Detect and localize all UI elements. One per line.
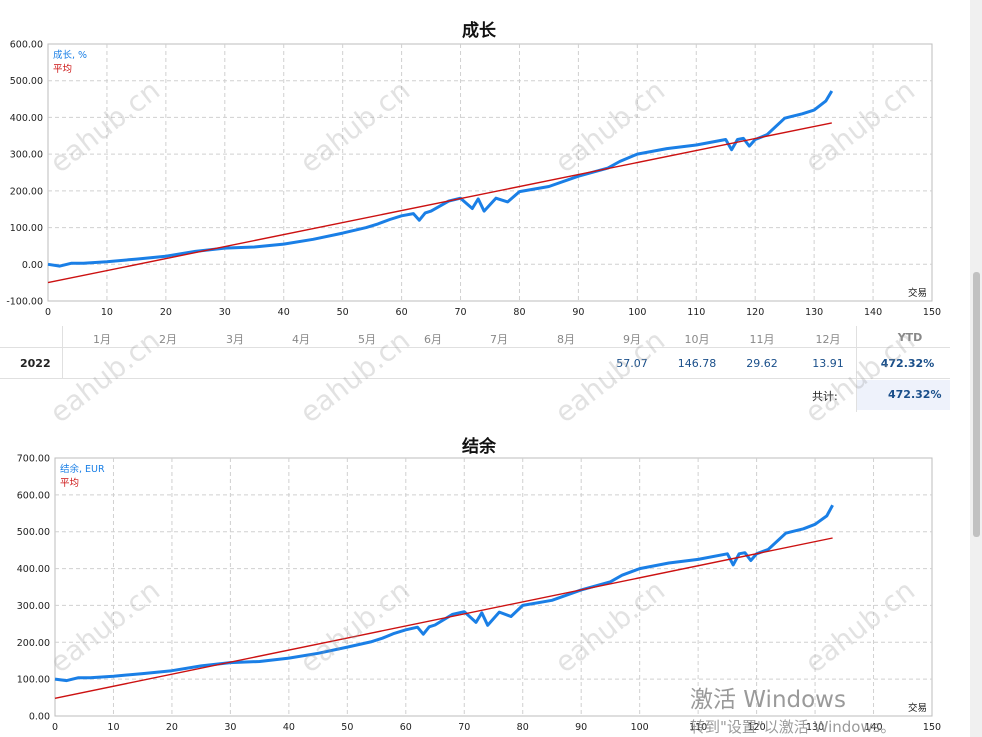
x-tick-label: 120 <box>746 307 764 318</box>
month-header: 4月 <box>292 333 310 346</box>
x-tick-label: 110 <box>689 722 707 732</box>
series-line-main <box>47 90 834 268</box>
x-tick-label: 50 <box>337 307 349 318</box>
x-tick-label: 90 <box>575 722 587 732</box>
x-tick-label: 40 <box>283 722 295 732</box>
ytd-header: YTD <box>897 331 923 344</box>
plot-area <box>47 43 933 302</box>
x-tick-label: 120 <box>748 722 766 732</box>
x-tick-label: 150 <box>923 307 941 318</box>
y-tick-label: 700.00 <box>17 454 50 465</box>
x-tick-label: 60 <box>396 307 408 318</box>
legend-entry: 结余, EUR <box>60 463 105 475</box>
table-divider <box>62 326 63 378</box>
month-header: 9月 <box>623 333 641 346</box>
x-tick-label: 130 <box>806 722 824 732</box>
x-tick-label: 10 <box>101 307 113 318</box>
month-header: 2月 <box>159 333 177 346</box>
x-tick-label: 20 <box>166 722 178 732</box>
y-tick-label: 200.00 <box>17 638 50 649</box>
series-line-average <box>47 122 832 284</box>
y-tick-label: 400.00 <box>10 113 43 124</box>
month-value: 146.78 <box>677 357 717 370</box>
month-header: 6月 <box>424 333 442 346</box>
y-tick-label: 200.00 <box>10 186 43 197</box>
x-tick-label: 140 <box>864 722 882 732</box>
x-tick-label: 70 <box>454 307 466 318</box>
scrollbar-thumb[interactable] <box>973 272 980 537</box>
x-tick-label: 150 <box>923 722 941 732</box>
y-tick-label: 100.00 <box>10 223 43 234</box>
total-value: 472.32% <box>888 388 942 401</box>
ytd-value: 472.32% <box>880 357 935 370</box>
x-tick-label: 110 <box>687 307 705 318</box>
growth-chart-title: 成长 <box>462 21 496 41</box>
legend-entry: 平均 <box>53 63 72 75</box>
month-header: 8月 <box>557 333 575 346</box>
month-header: 1月 <box>93 333 111 346</box>
x-axis-label: 交易 <box>908 287 927 299</box>
y-tick-label: 600.00 <box>10 40 43 51</box>
x-tick-label: 70 <box>458 722 470 732</box>
y-tick-label: 500.00 <box>17 527 50 538</box>
month-header: 11月 <box>749 333 775 346</box>
month-value: 13.91 <box>812 357 844 370</box>
month-header: 7月 <box>490 333 508 346</box>
series-line-average <box>54 537 833 699</box>
x-tick-label: 0 <box>52 722 58 732</box>
legend-entry: 平均 <box>60 477 79 489</box>
y-tick-label: 600.00 <box>17 490 50 501</box>
plot-area <box>54 457 933 717</box>
y-tick-label: 0.00 <box>22 260 43 271</box>
x-tick-label: 90 <box>572 307 584 318</box>
x-axis-label: 交易 <box>908 702 927 714</box>
table-divider <box>0 378 950 379</box>
y-tick-label: -100.00 <box>6 297 43 308</box>
x-tick-label: 140 <box>864 307 882 318</box>
month-header: 5月 <box>358 333 376 346</box>
x-tick-label: 30 <box>219 307 231 318</box>
year-label: 2022 <box>20 357 51 370</box>
x-tick-label: 10 <box>107 722 119 732</box>
monthly-returns-table: 1月 2月 3月 4月 5月 6月 7月 8月 9月 10月 11月 12月 YTD 2022 57.… <box>0 322 960 412</box>
month-header: 10月 <box>684 333 710 346</box>
x-tick-label: 80 <box>513 307 525 318</box>
y-tick-label: 300.00 <box>17 601 50 612</box>
x-tick-label: 80 <box>517 722 529 732</box>
x-tick-label: 130 <box>805 307 823 318</box>
table-divider <box>0 347 950 348</box>
x-tick-label: 30 <box>224 722 236 732</box>
y-tick-label: 500.00 <box>10 76 43 87</box>
y-tick-label: 0.00 <box>29 712 50 723</box>
balance-chart-title: 结余 <box>462 437 496 457</box>
x-tick-label: 40 <box>278 307 290 318</box>
x-tick-label: 100 <box>628 307 646 318</box>
x-tick-label: 100 <box>631 722 649 732</box>
total-label: 共计: <box>812 390 838 403</box>
x-tick-label: 50 <box>341 722 353 732</box>
month-value: 29.62 <box>746 357 778 370</box>
y-tick-label: 400.00 <box>17 564 50 575</box>
month-header: 3月 <box>226 333 244 346</box>
legend-entry: 成长, % <box>53 49 87 61</box>
y-tick-label: 300.00 <box>10 150 43 161</box>
balance-chart: 0 10 20 30 40 50 60 70 80 90 100 110 120 130 140 150 0.0… <box>17 454 941 733</box>
table-divider <box>856 326 857 412</box>
month-value: 57.07 <box>616 357 648 370</box>
y-tick-label: 100.00 <box>17 675 50 686</box>
x-tick-label: 60 <box>400 722 412 732</box>
growth-chart: 0 10 20 30 40 50 60 70 80 90 100 110 120 130 140 150 -10… <box>6 40 941 319</box>
x-tick-label: 20 <box>160 307 172 318</box>
x-tick-label: 0 <box>45 307 51 318</box>
month-header: 12月 <box>815 333 841 346</box>
total-box <box>857 380 950 410</box>
